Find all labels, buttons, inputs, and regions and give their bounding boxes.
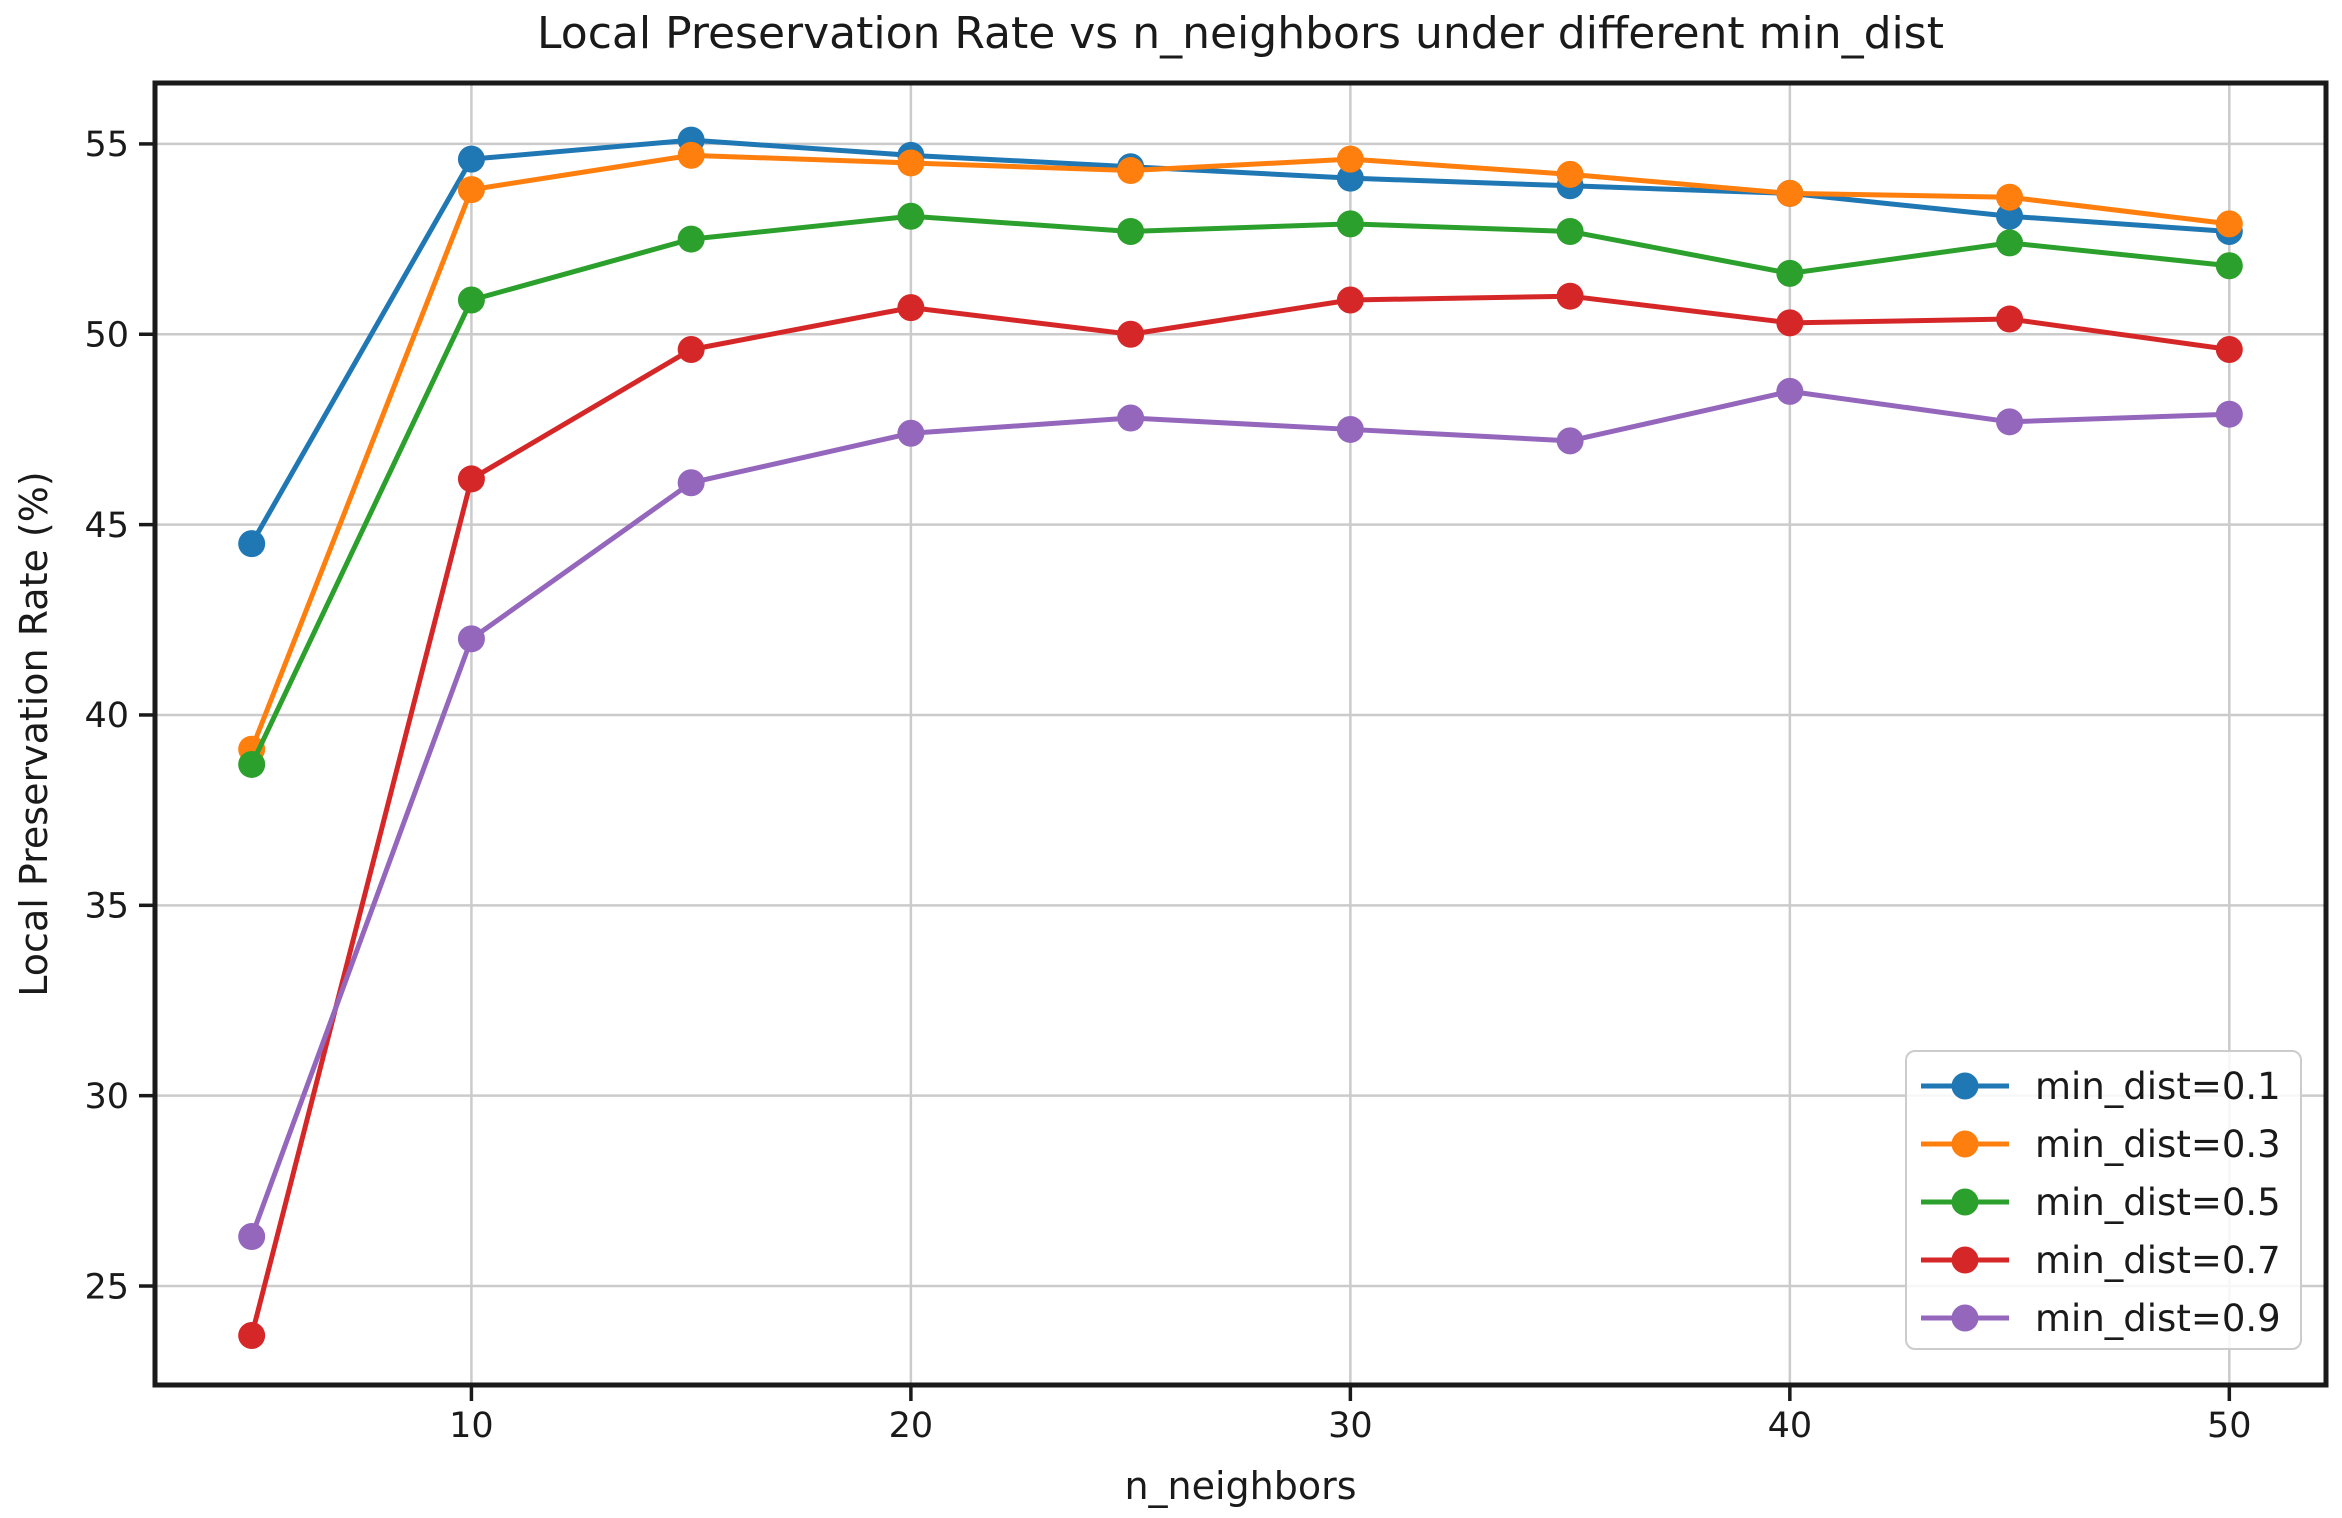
data-point-min-dist-0.3-x20 [897, 149, 925, 177]
data-point-min-dist-0.7-x10 [457, 465, 485, 493]
data-point-min-dist-0.5-x40 [1776, 259, 1804, 287]
y-tick-label-40: 40 [84, 696, 129, 736]
series-min-dist-0.7 [238, 282, 2243, 1350]
y-tick-label-35: 35 [84, 887, 129, 927]
series-min-dist-0.5 [238, 202, 2243, 778]
legend-label-min-dist-0.7: min_dist=0.7 [2035, 1238, 2281, 1282]
data-point-min-dist-0.9-x45 [1996, 408, 2024, 436]
data-point-min-dist-0.7-x20 [897, 294, 925, 322]
legend-swatch-min-dist-0.7 [1921, 1246, 2009, 1274]
data-point-min-dist-0.5-x30 [1336, 210, 1364, 238]
data-point-min-dist-0.9-x40 [1776, 377, 1804, 405]
data-point-min-dist-0.9-x35 [1556, 427, 1584, 455]
series-line-min-dist-0.7 [249, 293, 2232, 1339]
data-point-min-dist-0.7-x15 [677, 335, 705, 363]
data-point-min-dist-0.7-x25 [1117, 320, 1145, 348]
y-tick-label-55: 55 [84, 125, 129, 165]
y-axis-label: Local Preservation Rate (%) [12, 471, 56, 997]
legend-item-min-dist-0.3: min_dist=0.3 [1907, 1115, 2300, 1173]
y-tick-label-25: 25 [84, 1267, 129, 1307]
data-point-min-dist-0.1-x10 [457, 145, 485, 173]
series-line-min-dist-0.3 [249, 152, 2232, 752]
x-tick-label-30: 30 [1328, 1406, 1373, 1446]
chart-title: Local Preservation Rate vs n_neighbors u… [537, 8, 1944, 59]
plot-spines [152, 80, 2329, 1388]
x-tick-label-50: 50 [2207, 1406, 2252, 1446]
data-point-min-dist-0.3-x10 [457, 176, 485, 204]
x-tick-label-20: 20 [889, 1406, 934, 1446]
data-point-min-dist-0.7-x40 [1776, 309, 1804, 337]
x-axis-label: n_neighbors [1124, 1464, 1357, 1508]
y-tick-label-45: 45 [84, 506, 129, 546]
data-point-min-dist-0.5-x5 [238, 750, 266, 778]
legend-swatch-min-dist-0.1 [1921, 1072, 2009, 1100]
legend-swatch-min-dist-0.9 [1921, 1304, 2009, 1332]
data-point-min-dist-0.3-x25 [1117, 157, 1145, 185]
data-point-min-dist-0.9-x50 [2215, 400, 2243, 428]
data-point-min-dist-0.3-x15 [677, 141, 705, 169]
series-line-min-dist-0.1 [249, 137, 2232, 547]
legend-item-min-dist-0.7: min_dist=0.7 [1907, 1231, 2300, 1289]
series-min-dist-0.9 [238, 377, 2243, 1251]
data-point-min-dist-0.5-x20 [897, 202, 925, 230]
axes-ticks: 10 20 30 40 50 25 30 35 40 45 50 55 [84, 125, 2251, 1446]
data-point-min-dist-0.7-x35 [1556, 282, 1584, 310]
series-min-dist-0.3 [238, 141, 2243, 763]
data-point-min-dist-0.7-x45 [1996, 305, 2024, 333]
data-point-min-dist-0.3-x30 [1336, 145, 1364, 173]
data-point-min-dist-0.5-x35 [1556, 217, 1584, 245]
data-point-min-dist-0.3-x45 [1996, 183, 2024, 211]
legend-item-min-dist-0.9: min_dist=0.9 [1907, 1289, 2300, 1347]
legend-label-min-dist-0.1: min_dist=0.1 [2035, 1064, 2281, 1108]
data-point-min-dist-0.5-x15 [677, 225, 705, 253]
data-point-min-dist-0.9-x20 [897, 419, 925, 447]
legend-label-min-dist-0.3: min_dist=0.3 [2035, 1122, 2281, 1166]
data-point-min-dist-0.3-x40 [1776, 179, 1804, 207]
legend-label-min-dist-0.5: min_dist=0.5 [2035, 1180, 2281, 1224]
series-min-dist-0.1 [238, 126, 2243, 558]
legend-item-min-dist-0.1: min_dist=0.1 [1907, 1057, 2300, 1115]
data-point-min-dist-0.9-x15 [677, 469, 705, 497]
x-tick-label-10: 10 [449, 1406, 494, 1446]
legend-item-min-dist-0.5: min_dist=0.5 [1907, 1173, 2300, 1231]
data-point-min-dist-0.5-x10 [457, 286, 485, 314]
y-tick-label-50: 50 [84, 316, 129, 356]
data-point-min-dist-0.5-x25 [1117, 217, 1145, 245]
data-point-min-dist-0.7-x5 [238, 1322, 266, 1350]
data-point-min-dist-0.3-x50 [2215, 210, 2243, 238]
data-point-min-dist-0.5-x45 [1996, 229, 2024, 257]
data-point-min-dist-0.5-x50 [2215, 252, 2243, 280]
legend: min_dist=0.1 min_dist=0.3 min_dist=0.5 min_… [1905, 1050, 2302, 1350]
series-line-min-dist-0.5 [249, 213, 2232, 767]
legend-swatch-min-dist-0.5 [1921, 1188, 2009, 1216]
series-line-min-dist-0.9 [249, 388, 2232, 1240]
data-point-min-dist-0.9-x10 [457, 625, 485, 653]
data-point-min-dist-0.3-x35 [1556, 160, 1584, 188]
x-tick-label-40: 40 [1768, 1406, 1813, 1446]
y-tick-label-30: 30 [84, 1077, 129, 1117]
data-point-min-dist-0.1-x45 [1996, 202, 2024, 230]
data-point-min-dist-0.7-x50 [2215, 335, 2243, 363]
data-point-min-dist-0.1-x5 [238, 530, 266, 558]
legend-swatch-min-dist-0.3 [1921, 1130, 2009, 1158]
legend-label-min-dist-0.9: min_dist=0.9 [2035, 1296, 2281, 1340]
data-point-min-dist-0.9-x30 [1336, 415, 1364, 443]
data-point-min-dist-0.7-x30 [1336, 286, 1364, 314]
data-point-min-dist-0.9-x25 [1117, 404, 1145, 432]
data-point-min-dist-0.9-x5 [238, 1223, 266, 1251]
data-point-min-dist-0.1-x30 [1336, 164, 1364, 192]
